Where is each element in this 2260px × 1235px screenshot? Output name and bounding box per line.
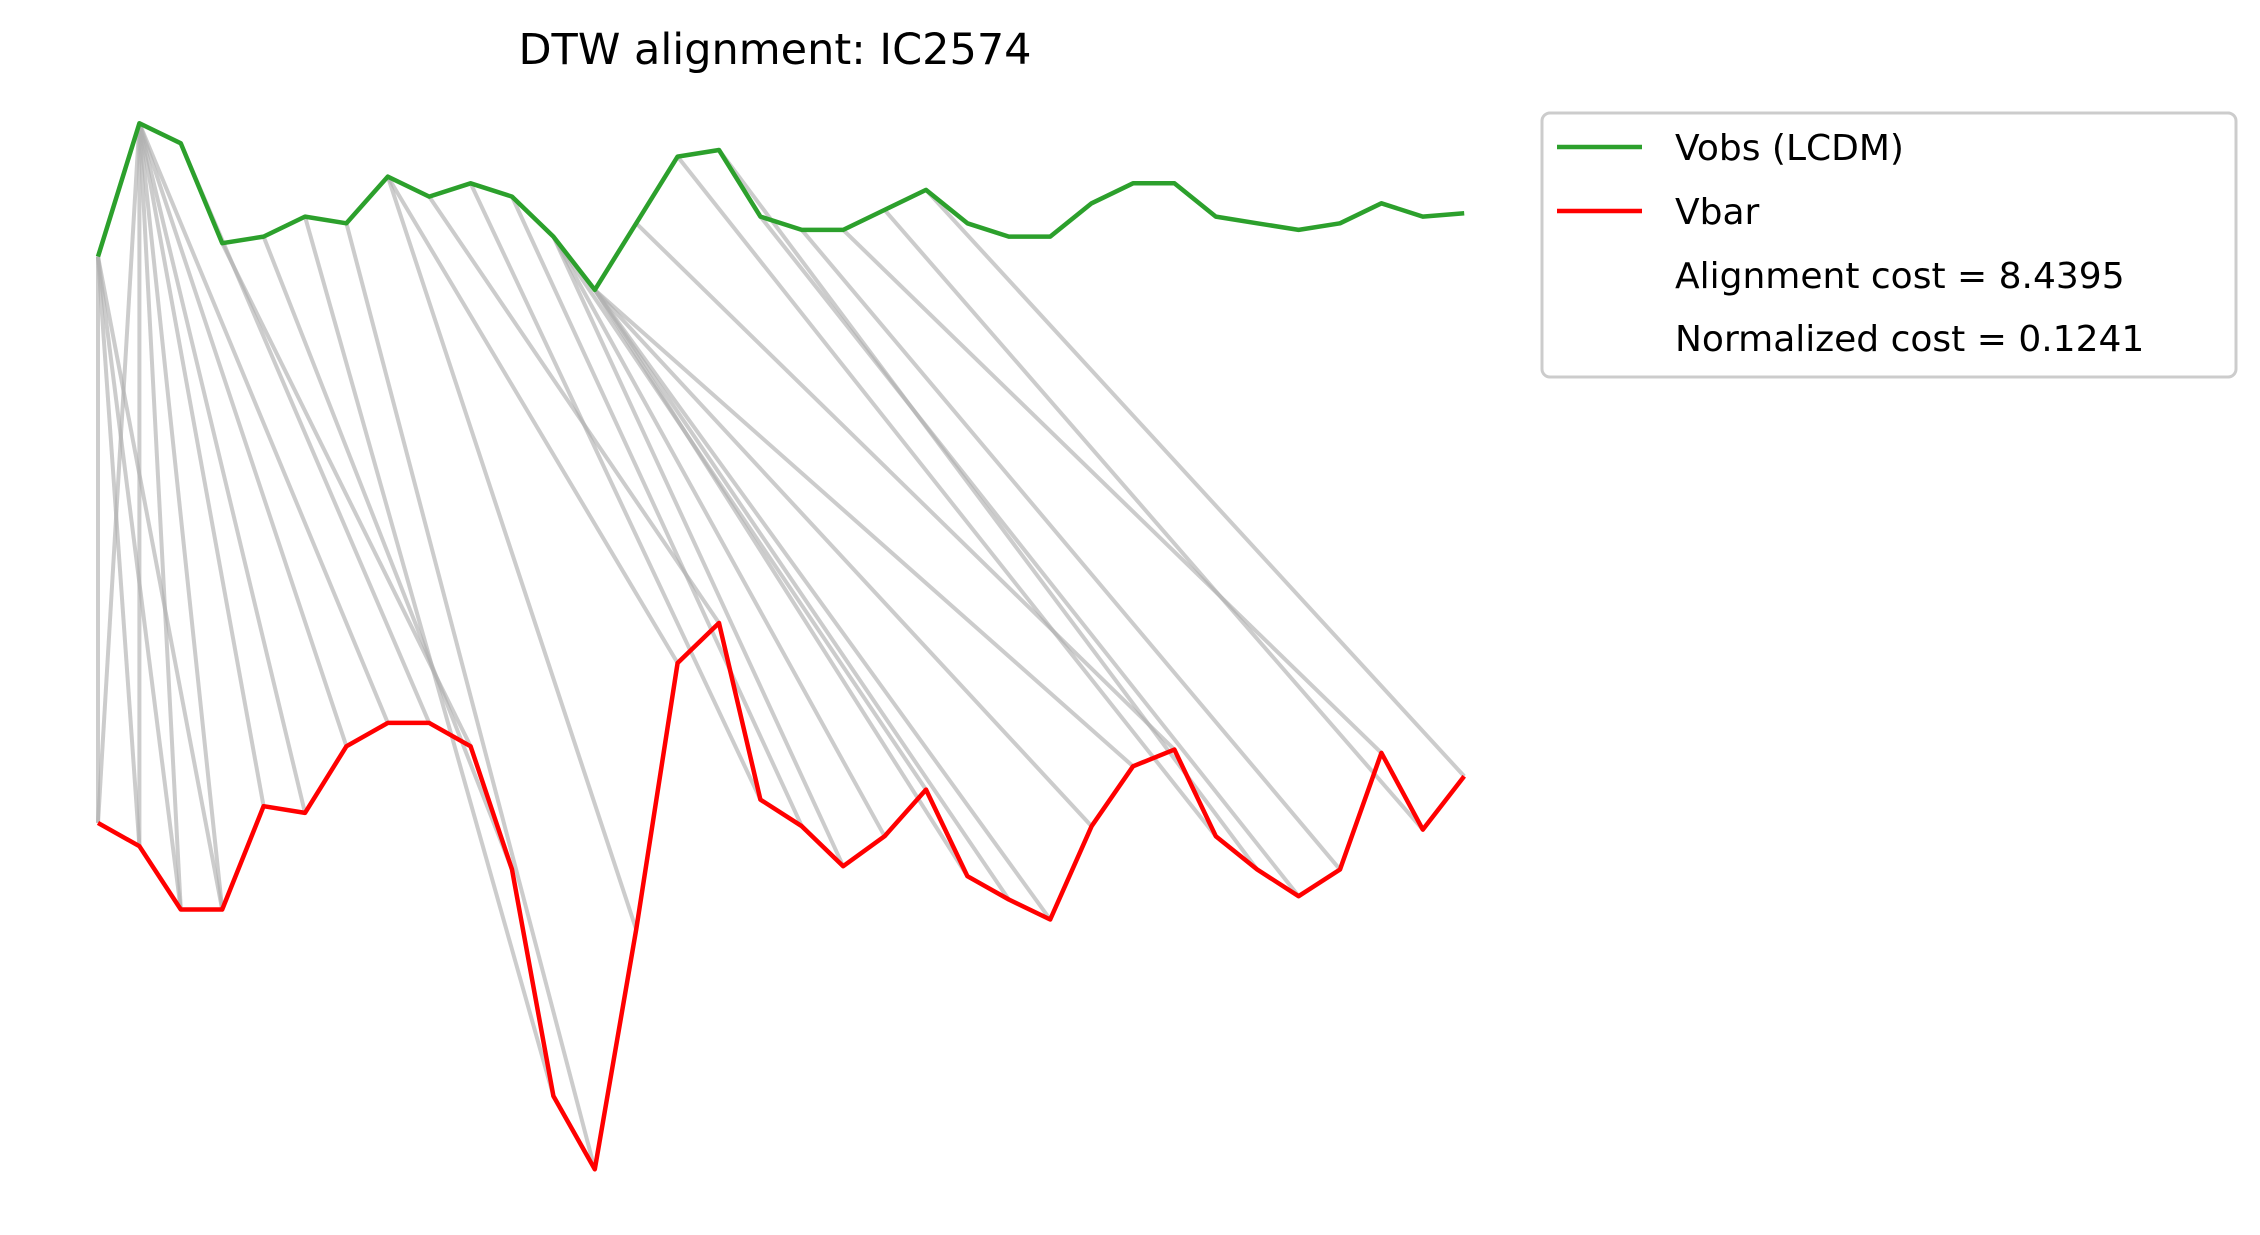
alignment-connector [510, 195, 804, 828]
alignment-connector [137, 122, 349, 747]
chart-title: DTW alignment: IC2574 [518, 25, 1031, 75]
alignment-connector [758, 215, 1301, 898]
alignment-connectors [96, 122, 1466, 1170]
alignment-connector [137, 122, 266, 807]
alignment-connector [468, 182, 763, 801]
alignment-connector [551, 235, 846, 868]
alignment-connector [593, 288, 1052, 921]
alignment-connector [137, 122, 390, 724]
alignment-connector [883, 208, 1425, 831]
alignment-connector [261, 235, 514, 871]
alignment-connector [96, 256, 142, 847]
alignment-connector [676, 155, 1218, 838]
legend-label-vobs: Vobs (LCDM) [1675, 128, 1904, 169]
alignment-connector [924, 188, 1466, 778]
alignment-connector [551, 235, 928, 791]
legend-label-vbar: Vbar [1675, 192, 1760, 233]
alignment-connector [551, 235, 887, 838]
alignment-connector [344, 222, 597, 1170]
alignment-connector [427, 195, 721, 625]
alignment-connector [593, 288, 970, 878]
series-line-vbar [96, 620, 1466, 1172]
series-lines [95, 121, 1466, 1172]
alignment-connector [634, 221, 1176, 752]
alignment-connector [137, 123, 183, 910]
alignment-connector [386, 175, 680, 665]
alignment-connector [385, 175, 639, 931]
alignment-connector [96, 123, 142, 824]
legend-frame [1540, 111, 2238, 379]
alignment-connector [137, 123, 225, 910]
alignment-connector [96, 256, 225, 910]
alignment-connector [137, 122, 307, 814]
alignment-connector [717, 148, 1259, 871]
alignment-connector [800, 228, 1342, 871]
alignment-connector [841, 228, 1383, 755]
legend-alignment-cost: Alignment cost = 8.4395 [1675, 256, 2125, 297]
legend: Vobs (LCDM) Vbar Alignment cost = 8.4395… [1540, 111, 2238, 379]
alignment-connector [593, 288, 1011, 901]
alignment-connector [303, 216, 556, 1097]
alignment-connector [593, 288, 1094, 828]
alignment-connector [593, 288, 1135, 768]
legend-normalized-cost: Normalized cost = 0.1241 [1675, 319, 2144, 360]
series-line-vobs [95, 121, 1465, 293]
